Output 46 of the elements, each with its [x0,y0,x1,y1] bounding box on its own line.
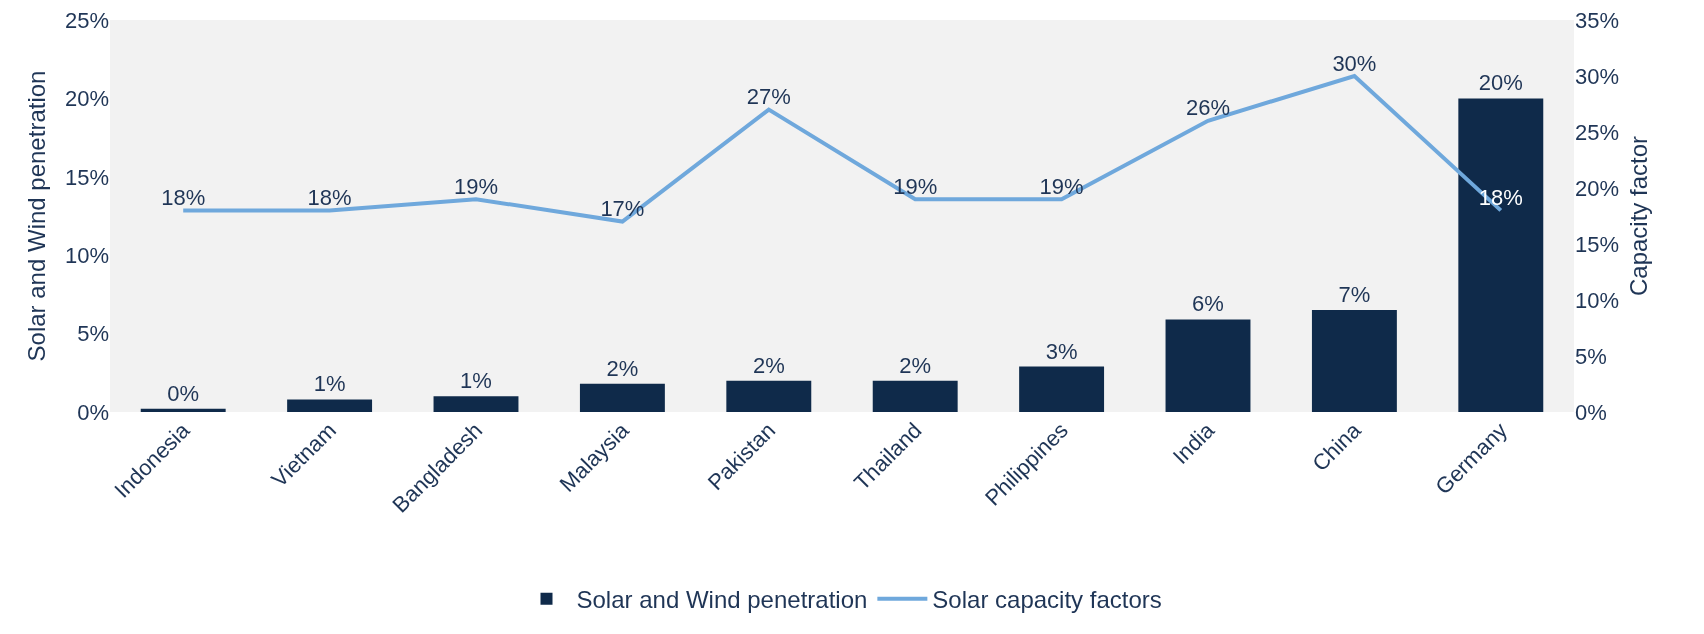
data-label: 3% [1045,338,1078,364]
y2-tick-label: 0% [1575,399,1607,425]
legend-label: Solar and Wind penetration [576,586,868,614]
y2-tick-label: 10% [1575,287,1620,313]
legend-label: Solar capacity factors [932,586,1162,614]
bar [433,396,519,412]
y2-tick-label: 35% [1575,7,1620,33]
data-label: 18% [307,184,352,210]
bar [1458,98,1544,412]
y2-axis-title: Capacity factor [1625,135,1653,297]
data-label: 6% [1192,291,1224,317]
y-tick-label: 20% [64,86,109,112]
data-label: 20% [1478,70,1523,96]
bar [1165,319,1251,412]
data-label: 7% [1338,282,1371,308]
bar [726,380,812,412]
y-tick-label: 10% [64,242,109,268]
data-label: 27% [746,84,791,110]
data-label: 1% [460,368,492,394]
data-label: 2% [752,352,785,378]
bar [1019,366,1105,412]
y2-tick-label: 15% [1575,231,1620,257]
data-label: 2% [899,352,932,378]
bar [579,383,665,412]
bar [287,399,373,412]
y2-tick-label: 25% [1575,119,1620,145]
data-label: 2% [606,355,639,381]
data-label: 19% [1039,173,1084,199]
y2-tick-label: 20% [1575,175,1620,201]
data-label: 19% [893,173,938,199]
bar [872,380,958,412]
y2-tick-label: 5% [1575,343,1607,369]
data-label: 19% [453,173,499,199]
y-tick-label: 5% [77,321,109,347]
y-axis-title: Solar and Wind penetration [23,70,51,362]
data-label: 18% [161,184,206,210]
bar [140,408,226,412]
y-tick-label: 25% [64,7,109,33]
y-tick-label: 15% [64,164,109,190]
data-label: 1% [313,371,346,397]
bar [1311,310,1397,412]
y2-tick-label: 30% [1575,63,1620,89]
data-label: 0% [167,380,200,406]
data-label: 30% [1332,50,1377,76]
y-tick-label: 0% [77,399,109,425]
data-label: 26% [1185,95,1231,121]
